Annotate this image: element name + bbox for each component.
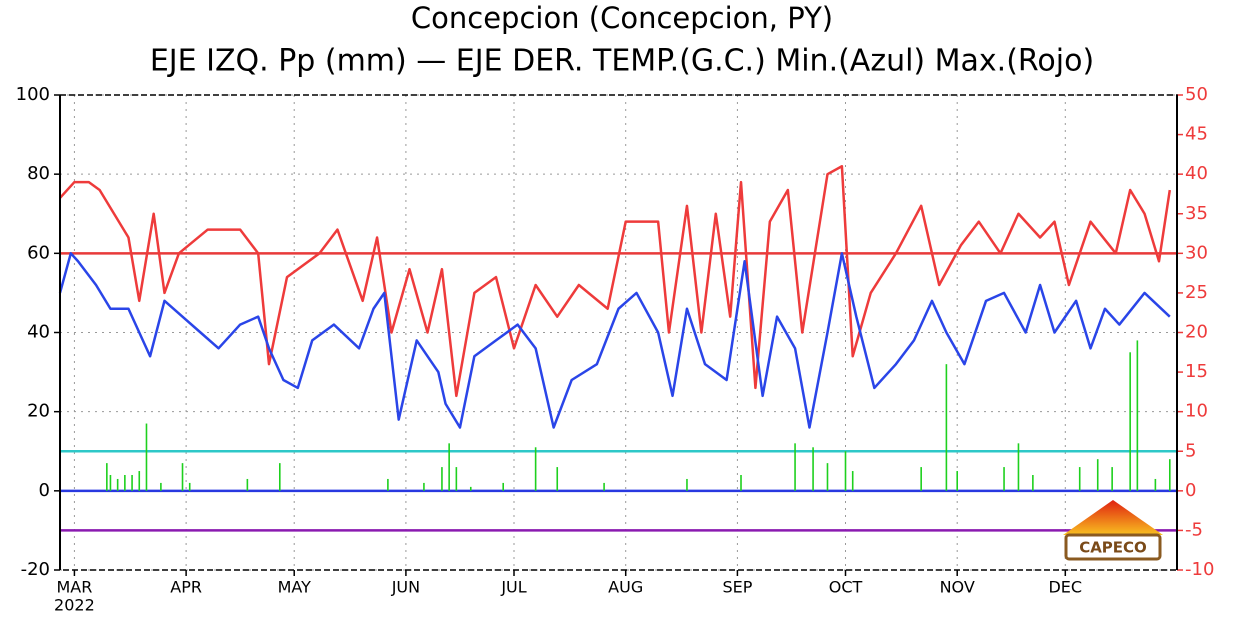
y-tick-label: 100: [16, 84, 50, 105]
y2-tick-label: 5: [1185, 440, 1196, 461]
logo-box: [1064, 533, 1162, 561]
y2-tick-label: 30: [1185, 242, 1208, 263]
precip-bar: [794, 443, 796, 491]
precip-bar: [1078, 467, 1081, 491]
x-tick-label: NOV: [940, 578, 975, 597]
y2-tick-label: 15: [1185, 361, 1208, 382]
precip-bar: [109, 475, 112, 491]
precip-bar: [469, 486, 472, 491]
y2-tick-label: 25: [1185, 282, 1208, 303]
precip-bar: [160, 482, 162, 491]
precip-bar: [246, 478, 249, 491]
y2-tick-label: 40: [1185, 163, 1208, 184]
precip-bar: [116, 478, 119, 491]
precip-bar: [603, 482, 605, 491]
chart-title: Concepcion (Concepcion, PY): [411, 1, 833, 35]
y2-tick-label: -5: [1185, 519, 1203, 540]
y-tick-label: 0: [39, 480, 50, 501]
precip-bar: [145, 423, 148, 491]
precip-bar: [1096, 459, 1099, 491]
precip-bar: [686, 478, 688, 491]
precip-bar: [945, 364, 948, 491]
x-tick-label: MAY: [278, 578, 312, 597]
precip-bar: [278, 463, 281, 491]
x-tick-label: APR: [170, 578, 202, 597]
y2-tick-label: -10: [1185, 559, 1214, 580]
precip-bar: [502, 482, 504, 491]
y-tick-label: -20: [21, 559, 50, 580]
chart-subtitle: EJE IZQ. Pp (mm) — EJE DER. TEMP.(G.C.) …: [150, 44, 1094, 79]
precip-bar: [1003, 467, 1005, 491]
precip-bar: [441, 467, 443, 491]
precip-bar: [826, 463, 829, 491]
precip-bar: [1032, 475, 1034, 491]
y-tick-label: 20: [27, 401, 50, 422]
precip-bar: [1111, 467, 1113, 491]
x-tick-label: JUN: [391, 578, 420, 597]
x-tick-label: DEC: [1048, 578, 1082, 597]
x-tick-label: SEP: [722, 578, 752, 597]
y2-tick-label: 35: [1185, 203, 1208, 224]
precip-bar: [556, 467, 559, 491]
precip-bar: [188, 482, 191, 491]
y2-tick-label: 45: [1185, 124, 1208, 145]
precip-bar: [812, 447, 814, 491]
logo: CAPECO: [1063, 500, 1163, 561]
y2-tick-label: 10: [1185, 401, 1208, 422]
precip-bar: [181, 463, 184, 491]
y2-tick-label: 50: [1185, 84, 1208, 105]
logo-roof: [1063, 500, 1163, 535]
precip-bar: [138, 471, 141, 491]
y2-tick-label: 0: [1185, 480, 1196, 501]
y-tick-label: 60: [27, 242, 50, 263]
precip-bar: [956, 471, 959, 491]
precip-bar: [106, 463, 108, 491]
precip-bar: [387, 478, 389, 491]
x-tick-label: AUG: [608, 578, 643, 597]
x-tick-label: JUL: [500, 578, 526, 597]
x-sublabel: 2022: [54, 596, 95, 615]
precip-bar: [851, 471, 854, 491]
precip-bar: [1017, 443, 1020, 491]
precip-bar: [1154, 478, 1157, 491]
y-tick-label: 40: [27, 322, 50, 343]
precip-bar: [124, 475, 126, 491]
precip-bar: [1129, 352, 1131, 491]
precip-bar: [534, 447, 537, 491]
y-tick-label: 80: [27, 163, 50, 184]
precip-bar: [740, 475, 742, 491]
y2-tick-label: 20: [1185, 322, 1208, 343]
precip-bar: [455, 467, 458, 491]
precip-bar: [448, 443, 450, 491]
x-tick-label: OCT: [829, 578, 863, 597]
precip-bar: [131, 475, 133, 491]
precip-bar: [844, 451, 847, 491]
temp-line: [58, 252, 1171, 429]
precip-bar: [920, 467, 922, 491]
logo-text: CAPECO: [1079, 539, 1147, 557]
precip-bar: [1168, 459, 1171, 491]
precip-bar: [1136, 340, 1139, 491]
plot-frame: [59, 94, 1178, 571]
precip-bar: [423, 482, 425, 491]
temp-line: [59, 165, 1172, 398]
x-tick-label: MAR: [56, 578, 92, 597]
